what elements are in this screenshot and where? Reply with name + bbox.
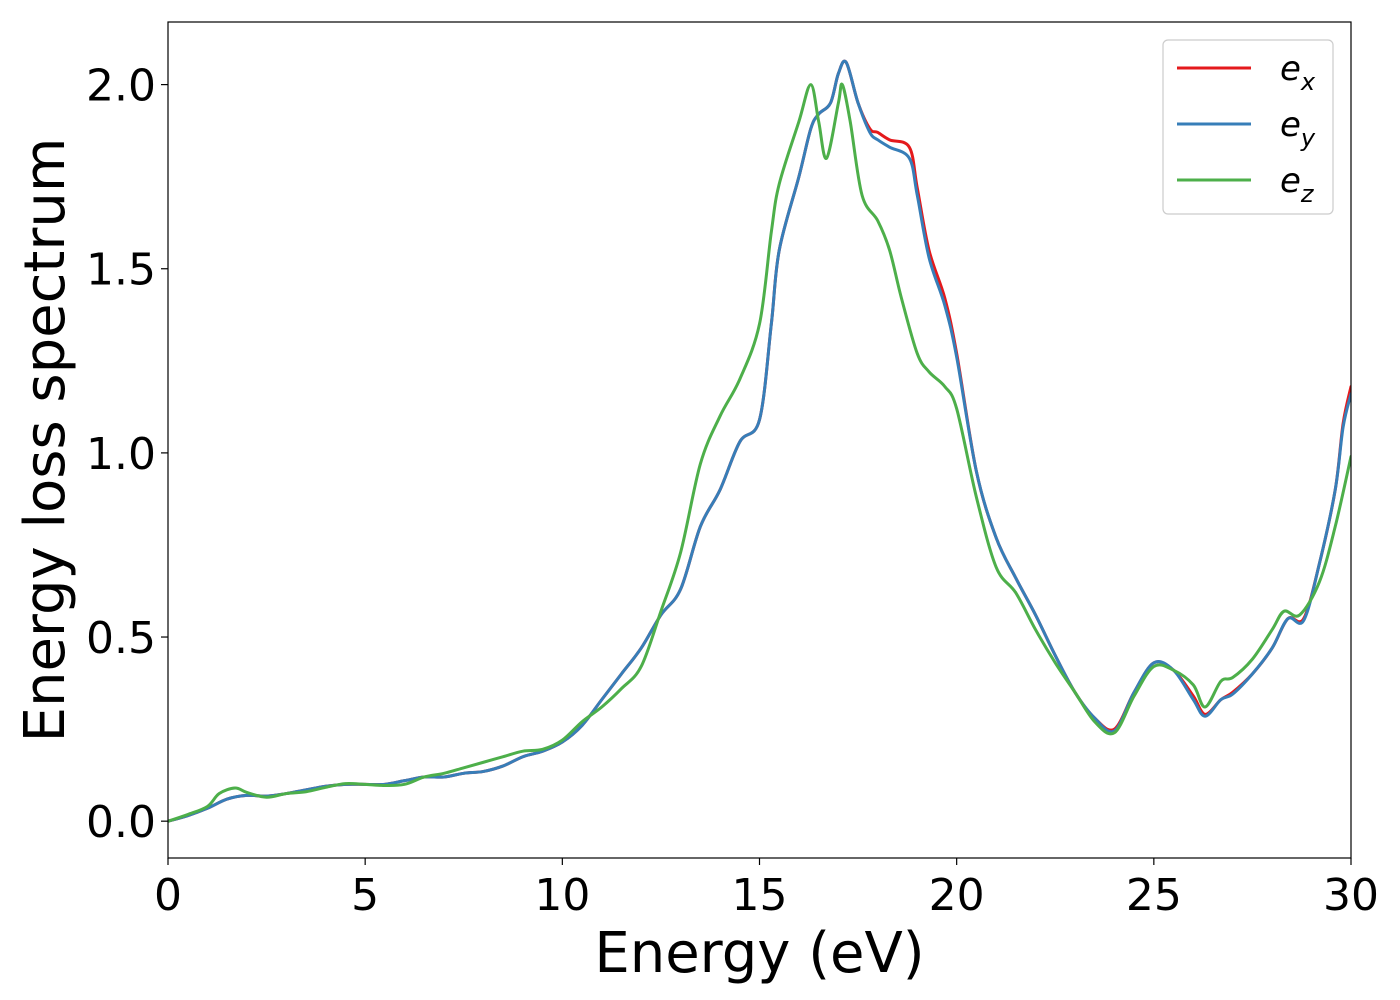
legend-label-ez: ez bbox=[1280, 161, 1315, 208]
legend-label-ey: ey bbox=[1280, 105, 1316, 152]
x-tick-label: 15 bbox=[732, 870, 788, 921]
legend-box bbox=[1162, 39, 1334, 215]
y-tick-label: 0.0 bbox=[86, 797, 156, 848]
legend: ex ey ez bbox=[1162, 39, 1334, 215]
legend-label-ex: ex bbox=[1280, 49, 1316, 96]
x-tick-label: 25 bbox=[1126, 870, 1182, 921]
x-axis-title: Energy (eV) bbox=[594, 921, 924, 986]
y-axis: 0.0 0.5 1.0 1.5 2.0 bbox=[86, 61, 168, 848]
y-axis-title: Energy loss spectrum bbox=[13, 138, 78, 743]
x-tick-label: 30 bbox=[1323, 870, 1379, 921]
series-layer bbox=[168, 59, 1351, 823]
x-tick-label: 10 bbox=[534, 870, 590, 921]
x-tick-label: 0 bbox=[154, 870, 182, 921]
y-tick-label: 1.5 bbox=[86, 245, 156, 296]
y-tick-label: 0.5 bbox=[86, 613, 156, 664]
x-axis: 0 5 10 15 20 25 30 bbox=[154, 858, 1379, 921]
x-tick-label: 5 bbox=[351, 870, 379, 921]
y-tick-label: 2.0 bbox=[86, 61, 156, 112]
series-line-ez bbox=[168, 82, 1351, 823]
y-tick-label: 1.0 bbox=[86, 429, 156, 480]
x-tick-label: 20 bbox=[929, 870, 985, 921]
